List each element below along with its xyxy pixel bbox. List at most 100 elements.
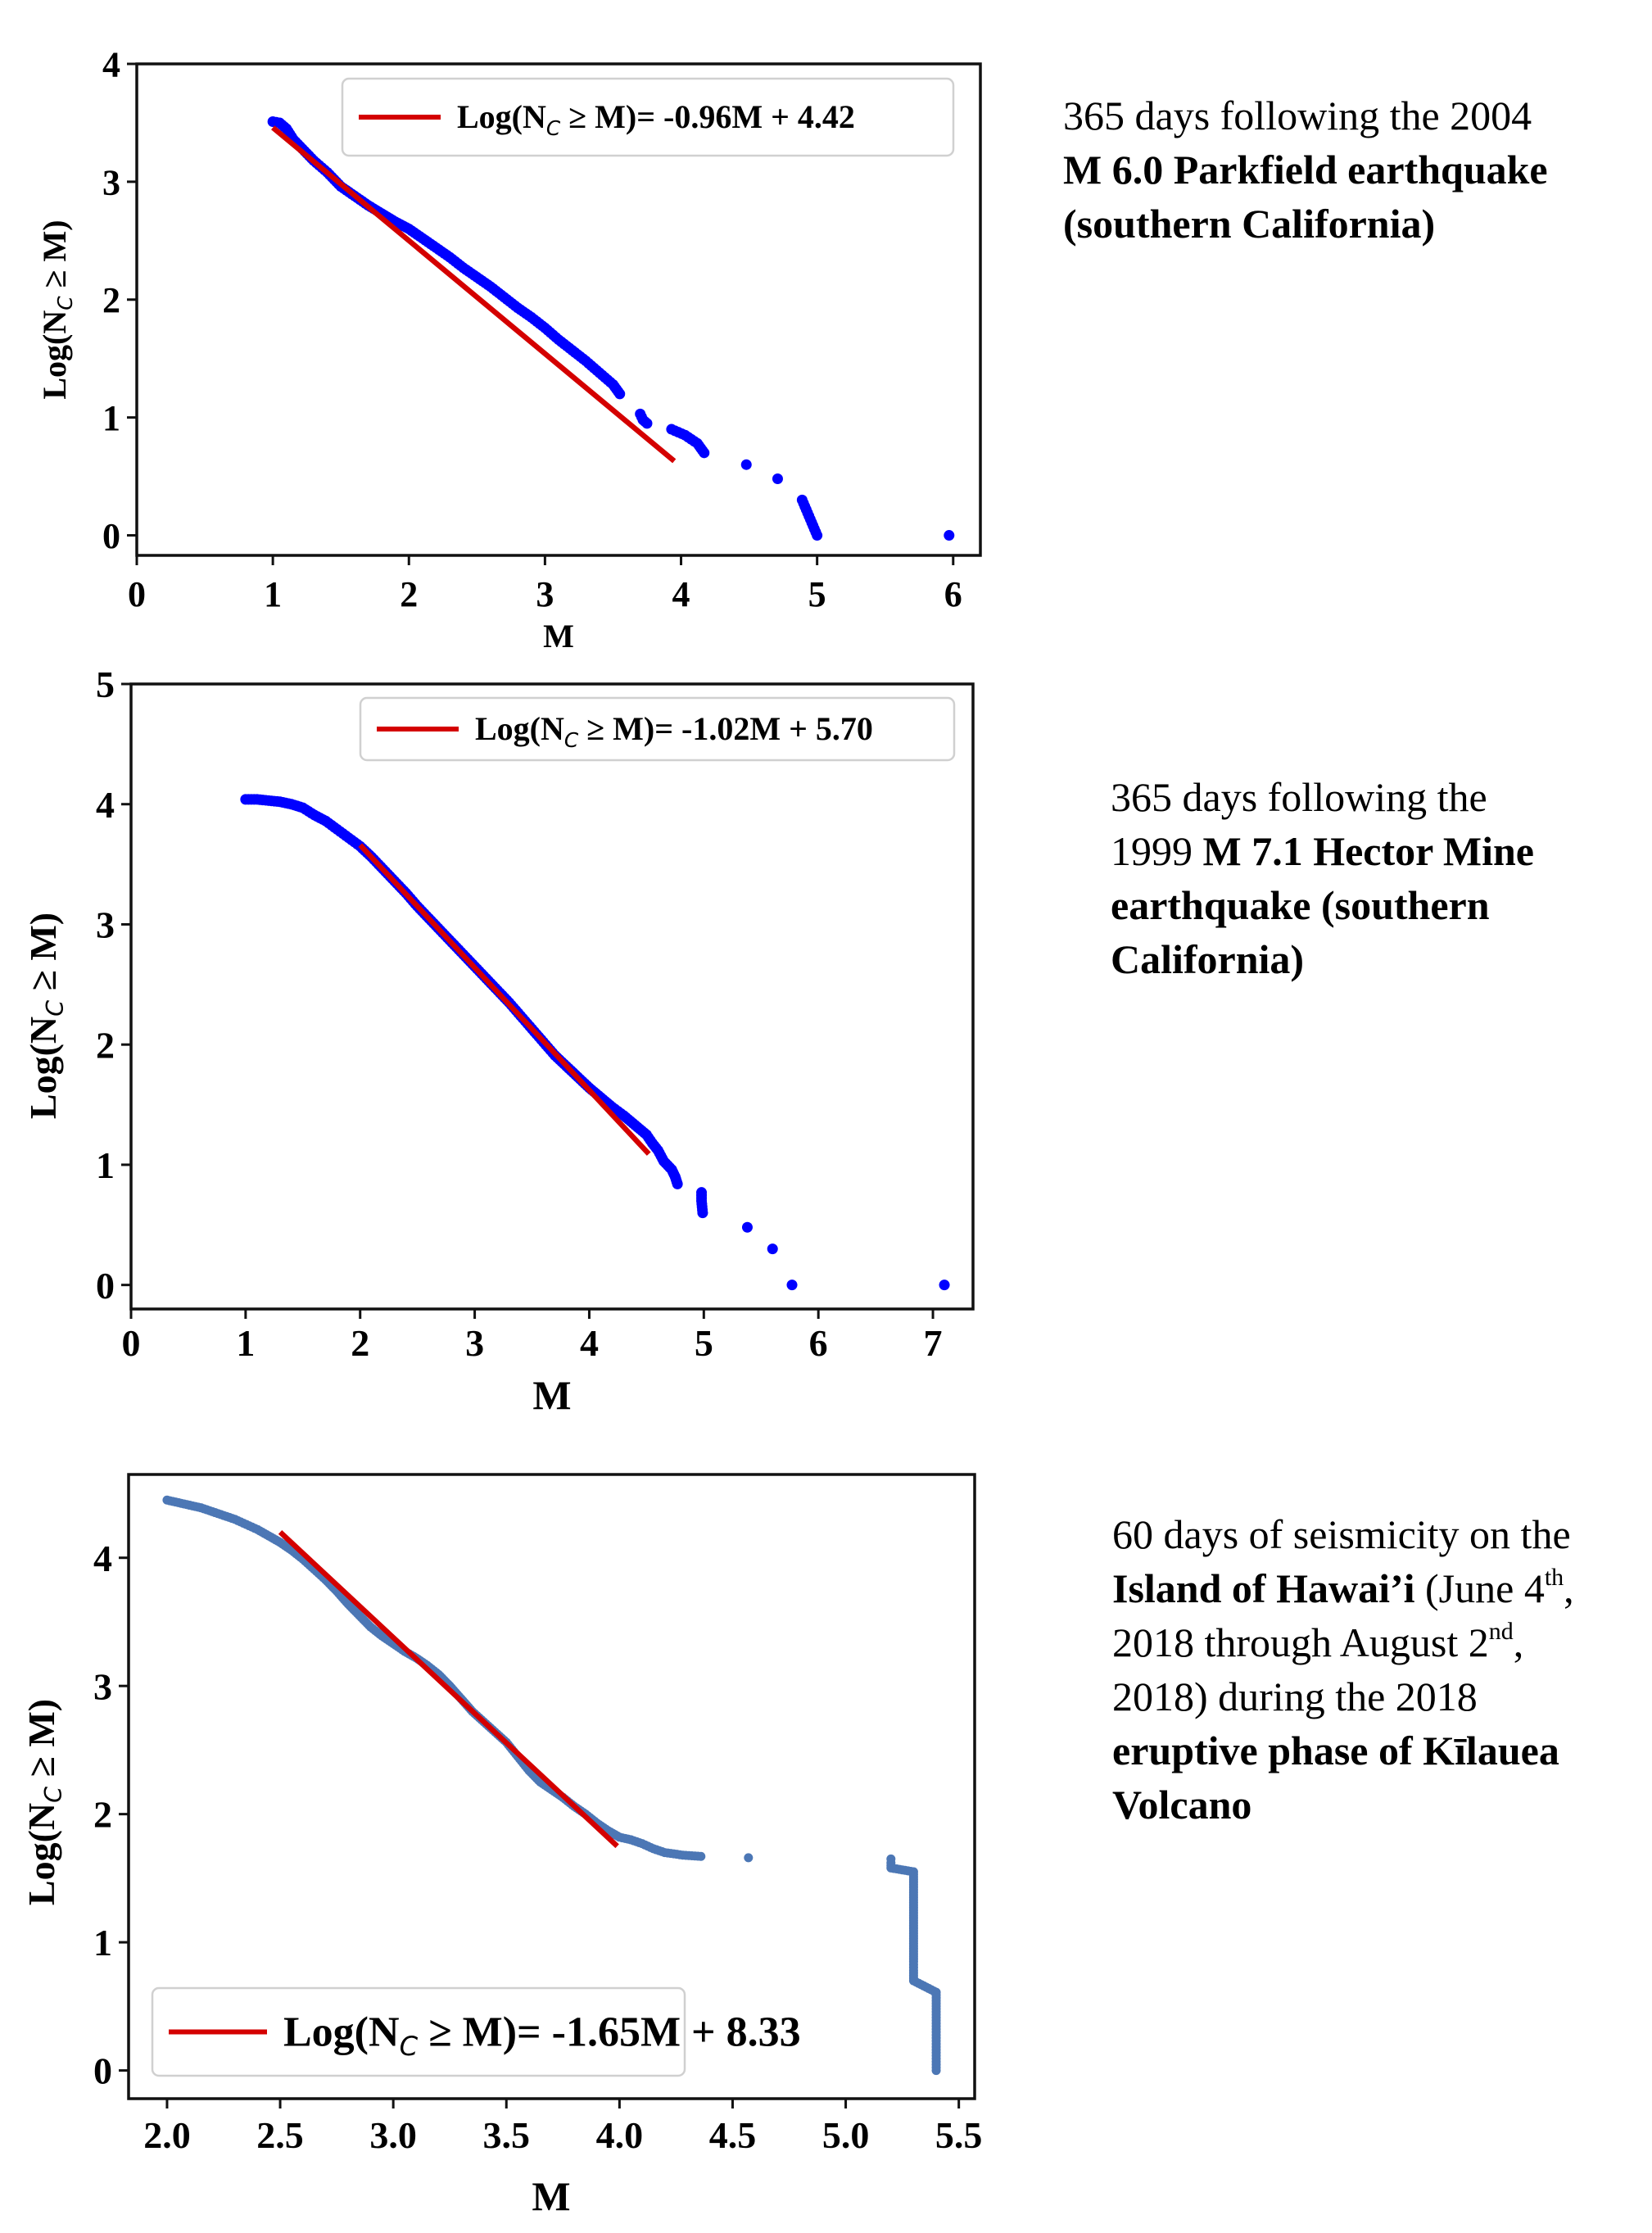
data-point — [767, 1243, 778, 1255]
caption-line: Volcano — [1112, 1778, 1574, 1832]
fit-line — [358, 843, 651, 1156]
y-tick-label: 2 — [102, 280, 120, 320]
legend-label: Log(NC ≥ M)= -1.02M + 5.70 — [475, 710, 873, 752]
caption-line: M 6.0 Parkfield earthquake — [1063, 143, 1548, 197]
y-tick-label: 3 — [102, 162, 120, 202]
caption-text: Island of Hawai’i — [1112, 1565, 1415, 1611]
caption-line: 2018 through August 2nd, — [1112, 1615, 1574, 1669]
x-tick-label: 1 — [236, 1322, 255, 1364]
caption-text: (southern California) — [1063, 201, 1436, 247]
y-tick-label: 5 — [96, 672, 115, 705]
x-tick-label: 5.5 — [935, 2114, 983, 2156]
data-point — [944, 530, 955, 541]
x-tick-label: 4.0 — [596, 2114, 644, 2156]
data-point — [740, 459, 752, 470]
x-tick-label: 6 — [809, 1322, 828, 1364]
chart-svg-parkfield: 0 1 2 3 4 5 6 0 1 2 3 4 M Log(NC ≥ M) Log(NC ≥ M)= -0.… — [36, 44, 982, 654]
caption-text: (June 4 — [1414, 1565, 1545, 1611]
x-tick-label: 4 — [672, 574, 690, 614]
scatter-series — [162, 1495, 941, 2076]
caption-text: M 6.0 Parkfield earthquake — [1063, 147, 1548, 192]
y-tick-label: 1 — [102, 398, 120, 438]
fit-line — [278, 1530, 619, 1849]
caption-line: 365 days following the — [1111, 770, 1534, 824]
chart-svg-hawaii: 2.0 2.5 3.0 3.5 4.0 4.5 5.0 5.5 0 1 2 3 4 M Log(NC ≥ M… — [20, 1473, 983, 2219]
caption-line: California) — [1111, 932, 1534, 986]
x-tick-label: 3.5 — [483, 2114, 531, 2156]
x-tick-label: 6 — [944, 574, 962, 614]
caption-hector-mine: 365 days following the 1999 M 7.1 Hector … — [1111, 770, 1534, 986]
caption-text: M 7.1 Hector Mine — [1202, 828, 1535, 874]
caption-line: 1999 M 7.1 Hector Mine — [1111, 824, 1534, 878]
data-point — [697, 1207, 708, 1219]
caption-text: 1999 — [1111, 828, 1203, 874]
caption-parkfield: 365 days following the 2004 M 6.0 Parkfie… — [1063, 88, 1548, 251]
data-point — [744, 1853, 754, 1863]
x-tick-label: 5 — [695, 1322, 713, 1364]
data-point — [614, 388, 626, 400]
y-axis-label: Log(NC ≥ M) — [36, 220, 77, 399]
caption-text: Volcano — [1112, 1782, 1252, 1828]
scatter-series — [267, 116, 955, 541]
data-point — [699, 447, 710, 459]
x-tick-label: 7 — [924, 1322, 943, 1364]
data-point — [939, 1280, 950, 1291]
data-point — [741, 1221, 753, 1233]
plot-area — [240, 794, 950, 1291]
data-point — [696, 1851, 706, 1861]
caption-text: , — [1564, 1565, 1574, 1611]
x-tick-label: 3 — [536, 574, 554, 614]
caption-text: 2018) during the 2018 — [1112, 1674, 1478, 1719]
legend-label: Log(NC ≥ M)= -0.96M + 4.42 — [457, 98, 855, 140]
caption-line: earthquake (southern — [1111, 878, 1534, 932]
chart-parkfield: 0 1 2 3 4 5 6 0 1 2 3 4 M Log(NC ≥ M) Log(NC ≥ M)= -0.… — [0, 0, 1016, 672]
x-tick-label: 3 — [465, 1322, 484, 1364]
x-tick-label: 4.5 — [709, 2114, 757, 2156]
x-axis-label: M — [532, 1372, 571, 1418]
legend: Log(NC ≥ M)= -0.96M + 4.42 — [341, 77, 955, 157]
y-tick-label: 4 — [96, 784, 115, 826]
caption-hawaii: 60 days of seismicity on the Island of Ha… — [1112, 1507, 1574, 1832]
caption-text: eruptive phase of Kīlauea — [1112, 1728, 1559, 1773]
x-tick-label: 0 — [128, 574, 146, 614]
caption-text: , — [1513, 1619, 1524, 1665]
plot-frame — [129, 682, 975, 1311]
x-tick-label: 2.0 — [143, 2114, 191, 2156]
legend-box — [151, 1986, 686, 2077]
x-tick-label: 3.0 — [369, 2114, 417, 2156]
data-point — [672, 1178, 683, 1189]
data-point — [812, 530, 823, 541]
caption-line: Island of Hawai’i (June 4th, — [1112, 1561, 1574, 1615]
data-point — [931, 2066, 941, 2076]
x-tick-label: 5 — [808, 574, 826, 614]
caption-superscript: nd — [1488, 1618, 1514, 1645]
y-tick-label: 4 — [102, 44, 120, 84]
legend-box — [341, 77, 955, 157]
caption-line: 2018) during the 2018 — [1112, 1669, 1574, 1723]
x-tick-label: 4 — [580, 1322, 599, 1364]
x-tick-label: 2 — [351, 1322, 369, 1364]
x-tick-label: 2 — [400, 574, 418, 614]
x-tick-label: 0 — [122, 1322, 141, 1364]
caption-line: 365 days following the 2004 — [1063, 88, 1548, 143]
y-tick-label: 0 — [96, 1265, 115, 1307]
data-point — [641, 418, 653, 429]
caption-text: 365 days following the 2004 — [1063, 93, 1532, 138]
caption-superscript: th — [1544, 1564, 1564, 1591]
caption-text: California) — [1111, 936, 1305, 982]
caption-text: 365 days following the — [1111, 774, 1487, 820]
x-tick-label: 1 — [264, 574, 282, 614]
y-tick-label: 1 — [93, 1922, 112, 1964]
caption-line: 60 days of seismicity on the — [1112, 1507, 1574, 1561]
y-tick-label: 2 — [93, 1794, 112, 1836]
x-axis-label: M — [532, 2173, 570, 2219]
y-tick-label: 4 — [93, 1538, 112, 1579]
y-axis-label: Log(NC ≥ M) — [22, 913, 69, 1119]
y-tick-label: 0 — [93, 2050, 112, 2092]
fit-line — [271, 125, 677, 464]
legend: Log(NC ≥ M)= -1.65M + 8.33 — [151, 1986, 801, 2077]
data-point — [772, 473, 783, 484]
chart-hector-mine: 0 1 2 3 4 5 6 7 0 1 2 3 4 5 M Log(NC ≥ M) Log(NC ≥ M)= -… — [0, 672, 1016, 1425]
y-tick-label: 0 — [102, 516, 120, 556]
caption-text: 60 days of seismicity on the — [1112, 1511, 1571, 1557]
